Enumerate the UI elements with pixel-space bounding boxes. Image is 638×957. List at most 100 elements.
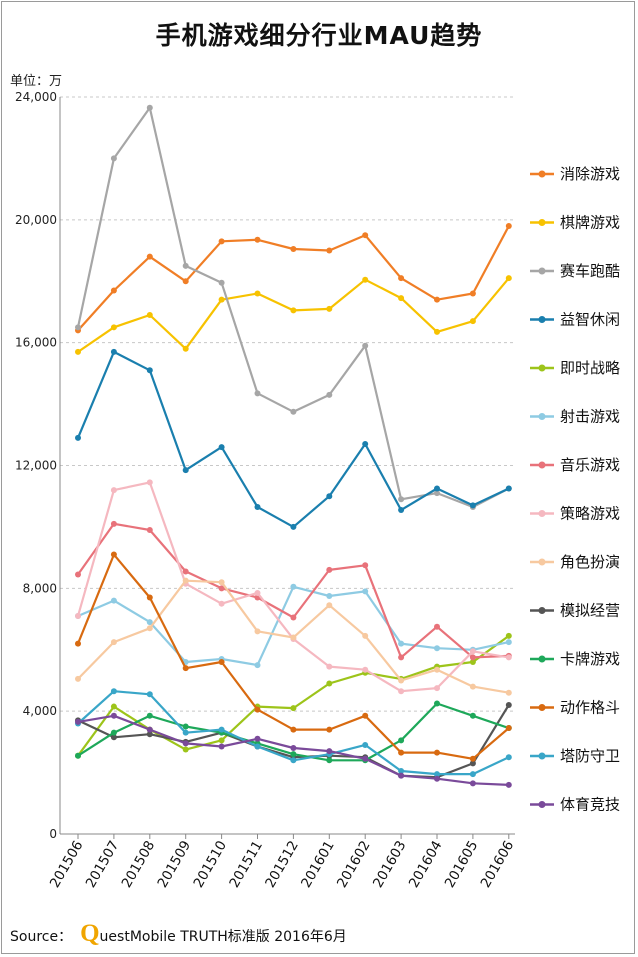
legend-swatch-marker	[538, 510, 546, 517]
data-point	[398, 737, 405, 744]
data-point	[218, 659, 225, 666]
data-point	[75, 434, 81, 441]
series-line	[76, 106, 510, 509]
data-point	[110, 287, 117, 294]
data-point	[146, 712, 153, 719]
data-point	[290, 705, 297, 712]
data-point	[254, 236, 261, 243]
questmobile-logo: Q	[80, 920, 100, 947]
data-point	[75, 571, 81, 578]
data-point	[218, 238, 225, 245]
legend-label: 即时战略	[560, 359, 620, 377]
legend-swatch-marker	[538, 704, 546, 711]
data-point	[182, 723, 189, 730]
data-point	[218, 579, 225, 586]
series-line	[76, 350, 510, 529]
data-point	[218, 444, 225, 451]
data-point	[290, 307, 297, 314]
data-point	[290, 634, 297, 641]
data-point	[146, 312, 153, 319]
data-point	[182, 577, 189, 584]
x-tick-label: 201510	[190, 838, 230, 891]
legend-swatch-marker	[538, 558, 546, 566]
legend-label: 塔防守卫	[560, 747, 620, 765]
data-point	[434, 771, 440, 778]
data-point	[434, 623, 440, 630]
data-point	[110, 348, 117, 355]
data-point	[469, 755, 476, 762]
data-point	[398, 295, 405, 302]
data-point	[182, 278, 189, 285]
data-point	[182, 345, 189, 352]
data-point	[398, 640, 405, 647]
series-line	[77, 635, 510, 757]
data-point	[434, 685, 440, 692]
data-point	[110, 155, 117, 162]
y-tick-label: 20,000	[15, 213, 57, 227]
data-point	[290, 745, 297, 752]
data-point	[398, 749, 405, 756]
y-tick-label: 16,000	[15, 336, 57, 350]
data-point	[146, 367, 153, 374]
data-point	[110, 324, 117, 331]
legend-swatch-marker	[538, 801, 546, 808]
data-point	[362, 712, 369, 719]
data-point	[254, 628, 261, 635]
data-point	[75, 640, 81, 647]
data-point	[75, 752, 81, 759]
data-point	[146, 526, 153, 533]
data-point	[505, 654, 512, 661]
data-point	[110, 597, 117, 604]
y-tick-label: 4,000	[23, 704, 57, 718]
data-point	[469, 683, 476, 690]
x-tick-label: 201603	[370, 838, 410, 891]
x-tick-label: 201512	[262, 838, 302, 891]
data-point	[398, 768, 405, 775]
source-label: Source：	[10, 929, 73, 945]
source-line: Source： Q uestMobile TRUTH标准版 2016年6月	[10, 920, 347, 947]
data-point	[362, 588, 369, 595]
legend-swatch-marker	[538, 267, 546, 275]
data-point	[326, 602, 333, 609]
data-point	[326, 593, 333, 600]
data-point	[254, 706, 261, 713]
data-point	[469, 712, 476, 719]
data-point	[290, 757, 297, 764]
legend-swatch-marker	[538, 461, 546, 469]
data-point	[146, 731, 153, 738]
data-point	[218, 726, 225, 733]
data-point	[505, 689, 512, 696]
legend-label: 射击游戏	[560, 408, 620, 426]
data-point	[505, 639, 512, 646]
data-point	[218, 600, 225, 607]
x-tick-label: 201506	[47, 838, 87, 891]
data-point	[146, 619, 153, 626]
data-point	[110, 703, 117, 710]
data-point	[290, 408, 297, 415]
data-point	[362, 441, 369, 448]
data-point	[254, 589, 261, 596]
data-point	[182, 729, 189, 736]
data-point	[505, 275, 512, 282]
legend-label: 益智休闲	[560, 311, 620, 329]
data-point	[254, 743, 261, 750]
x-tick-label: 201509	[155, 838, 195, 891]
legend-swatch-marker	[538, 364, 546, 372]
data-point	[254, 735, 261, 742]
data-point	[146, 625, 153, 632]
data-point	[326, 757, 333, 764]
legend-label: 音乐游戏	[560, 456, 620, 474]
data-point	[434, 485, 440, 492]
data-point	[469, 502, 476, 509]
data-point	[326, 566, 333, 573]
data-point	[254, 290, 261, 297]
data-point	[434, 645, 440, 652]
data-point	[362, 666, 369, 673]
series-line	[77, 277, 510, 353]
data-point	[362, 342, 369, 349]
data-point	[110, 734, 117, 741]
data-point	[218, 296, 225, 303]
data-point	[110, 487, 117, 494]
x-tick-label: 201508	[119, 838, 159, 891]
data-point	[505, 485, 512, 492]
